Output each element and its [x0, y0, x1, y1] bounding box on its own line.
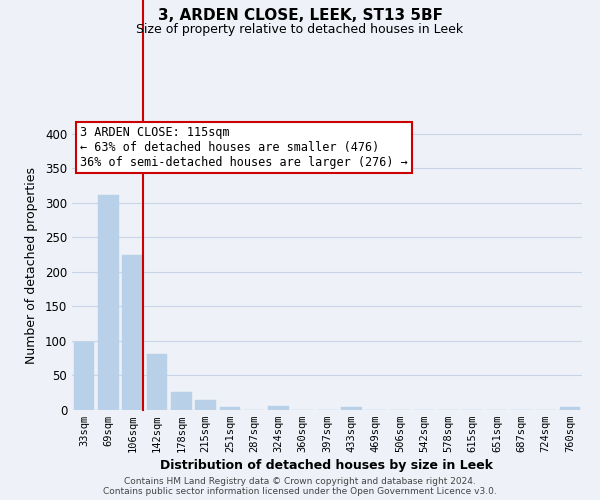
Text: Contains HM Land Registry data © Crown copyright and database right 2024.: Contains HM Land Registry data © Crown c…	[124, 478, 476, 486]
Text: 3 ARDEN CLOSE: 115sqm
← 63% of detached houses are smaller (476)
36% of semi-det: 3 ARDEN CLOSE: 115sqm ← 63% of detached …	[80, 126, 407, 169]
Bar	[220, 406, 240, 410]
Bar	[98, 194, 119, 410]
Bar	[171, 392, 191, 410]
Bar	[268, 406, 289, 410]
Text: Contains public sector information licensed under the Open Government Licence v3: Contains public sector information licen…	[103, 488, 497, 496]
X-axis label: Distribution of detached houses by size in Leek: Distribution of detached houses by size …	[161, 460, 493, 472]
Bar	[122, 256, 143, 410]
Y-axis label: Number of detached properties: Number of detached properties	[25, 166, 38, 364]
Text: 3, ARDEN CLOSE, LEEK, ST13 5BF: 3, ARDEN CLOSE, LEEK, ST13 5BF	[157, 8, 443, 22]
Bar	[74, 342, 94, 410]
Text: Size of property relative to detached houses in Leek: Size of property relative to detached ho…	[136, 22, 464, 36]
Bar	[341, 406, 362, 410]
Bar	[195, 400, 216, 410]
Bar	[146, 354, 167, 410]
Bar	[560, 406, 580, 410]
